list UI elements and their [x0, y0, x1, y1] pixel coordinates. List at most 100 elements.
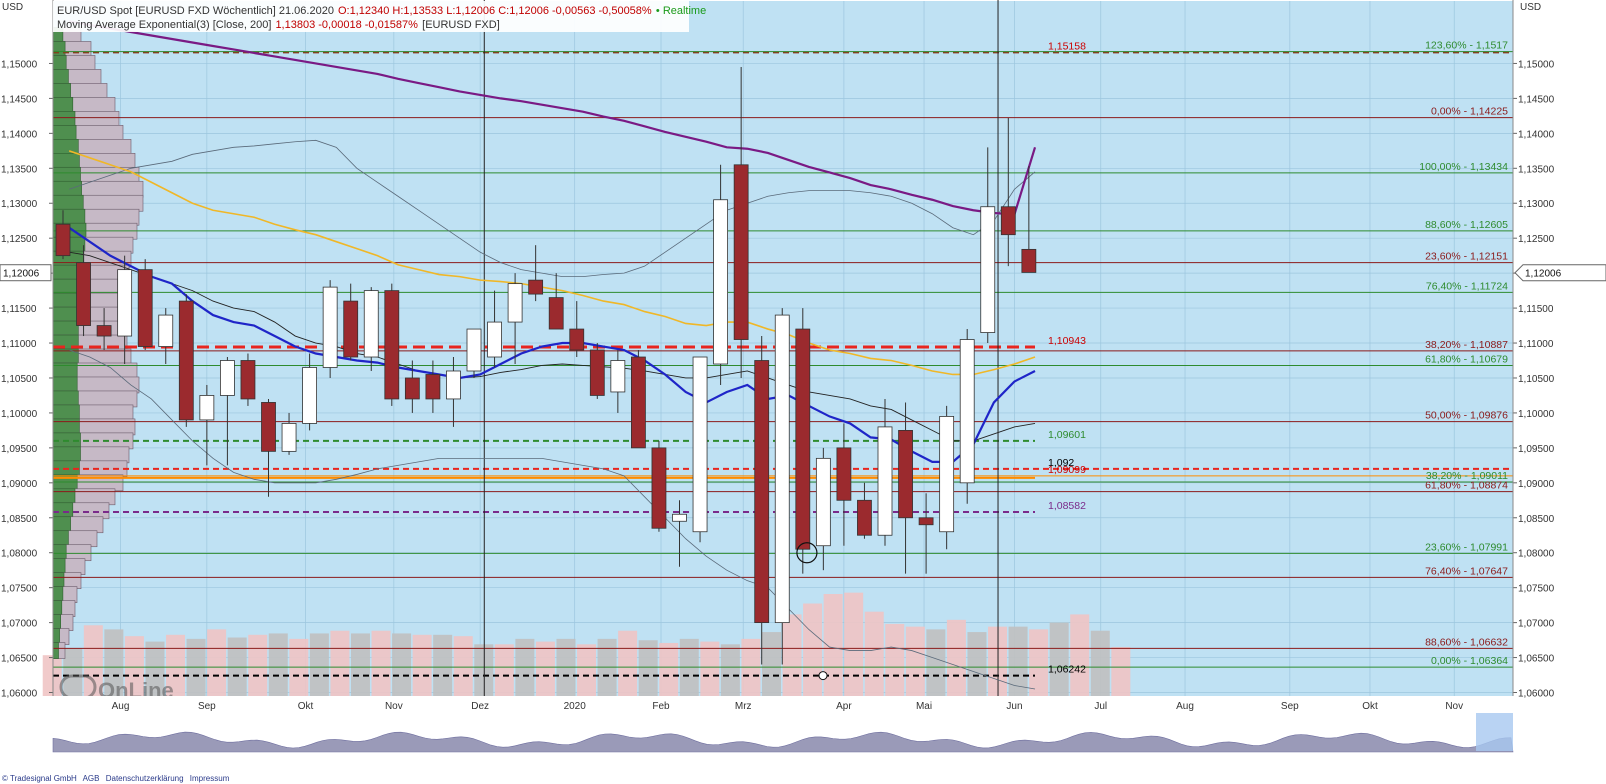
y-tick-label: 1,10000 [1, 409, 38, 420]
y-tick-label: 1,08000 [1518, 549, 1555, 560]
x-tick-label: Aug [1176, 701, 1194, 712]
x-tick-label: Feb [652, 701, 670, 712]
profile-bar-buy [52, 153, 80, 170]
candle [261, 398, 276, 497]
profile-bar-buy [52, 600, 63, 617]
candle [713, 164, 728, 385]
ema-200-line [68, 20, 1037, 216]
volume-bar [946, 619, 966, 696]
profile-bar-buy [52, 69, 69, 86]
price-tag-shape [1514, 264, 1606, 282]
candle-body [96, 325, 112, 337]
y-tick-label: 1,06500 [1518, 654, 1555, 665]
candle [404, 360, 420, 413]
current-price-tag-left: 1,12006 [0, 264, 52, 282]
volume-bar [618, 630, 638, 696]
x-tick-label: Apr [836, 701, 852, 712]
legend-realtime: • Realtime [656, 5, 706, 17]
level-label: 50,00% - 1,09876 [1425, 410, 1508, 422]
profile-bar-buy [52, 586, 64, 603]
candle-body [137, 269, 153, 347]
candle [959, 329, 975, 504]
y-tick-label: 1,10500 [1518, 374, 1555, 385]
y-tick-label: 1,14000 [1518, 129, 1555, 140]
axis-unit-right: USD [1520, 2, 1541, 13]
level-label: 1,15158 [1048, 40, 1086, 52]
x-tick-label: Jul [1094, 701, 1107, 712]
y-tick-label: 1,07500 [1, 584, 38, 595]
candle [795, 308, 811, 574]
candle [1000, 117, 1016, 267]
legend-indicator-values: 1,13803 -0,00018 -0,01587% [275, 19, 418, 31]
axis-unit-left: USD [2, 2, 23, 13]
candle [137, 259, 153, 351]
candle [898, 402, 913, 574]
volume-bar [309, 633, 329, 696]
candle [528, 245, 544, 302]
profile-bar-buy [52, 376, 78, 394]
y-tick-label: 1,14500 [1, 94, 38, 105]
volume-bar [577, 644, 597, 696]
candle [569, 301, 585, 358]
price-tag-label: 1,12006 [3, 269, 40, 280]
y-tick-label: 1,13000 [1518, 199, 1555, 210]
candle-body [774, 314, 790, 624]
candle-body [672, 513, 687, 522]
level-label: 123,60% - 1,1517 [1425, 40, 1508, 52]
candle [610, 350, 626, 413]
marker-dot [818, 671, 828, 681]
volume-bar [700, 641, 720, 696]
y-axis-left: 1,15000 1,14500 1,14000 1,13500 1,13000 1,125… [0, 0, 54, 700]
footer-link-agb[interactable]: AGB [82, 774, 100, 783]
candle-body [631, 356, 646, 449]
volume-bar [967, 632, 987, 696]
candle-body [343, 300, 359, 358]
volume-bar [905, 626, 925, 696]
volume-bar [350, 633, 370, 696]
candle-body [384, 290, 400, 400]
candle [507, 273, 523, 364]
y-tick-label: 1,11500 [1518, 304, 1554, 315]
y-tick-label: 1,07000 [1518, 619, 1555, 630]
level-label: 61,80% - 1,08874 [1425, 480, 1508, 492]
volume-bar [885, 623, 905, 696]
profile-bar-buy [52, 558, 66, 575]
candle-body [569, 328, 585, 351]
candle [96, 308, 112, 351]
profile-bar-buy [52, 208, 86, 226]
y-tick-label: 1,14000 [1, 129, 38, 140]
volume-bar [1070, 614, 1090, 696]
footer-link-privacy[interactable]: Datenschutzerklärung [105, 774, 184, 783]
footer: © Tradesignal GmbH AGB Datenschutzerklär… [0, 773, 1606, 784]
volume-bar [926, 629, 946, 696]
navigator-strip[interactable] [52, 712, 1514, 758]
level-label: 1,08582 [1048, 500, 1086, 512]
y-tick-label: 1,08000 [1, 549, 38, 560]
price-tag-shape [0, 264, 52, 282]
volume-bar [371, 630, 391, 696]
x-tick-label: Mai [916, 701, 932, 712]
level-labels: 1,15158 123,60% - 1,1517 0,00% - 1,14225 10… [1048, 40, 1508, 676]
candle-body [117, 269, 133, 337]
y-tick-label: 1,11500 [1, 304, 37, 315]
level-label: 1,06242 [1048, 664, 1086, 676]
volume-bar [659, 642, 679, 696]
profile-bar-buy [52, 83, 71, 100]
moving-averages [68, 20, 1037, 463]
legend-title: EUR/USD Spot [EURUSD FXD Wöchentlich] 21… [57, 5, 334, 17]
volume-bar [124, 636, 144, 696]
candle-body [178, 300, 194, 421]
volume-bar [392, 633, 412, 696]
candle-body [836, 447, 852, 501]
candle [918, 493, 934, 574]
navigator-window[interactable] [1476, 713, 1513, 751]
legend-indicator: Moving Average Exponential(3) [Close, 20… [57, 19, 271, 31]
candlesticks [55, 66, 1037, 665]
profile-bar-buy [52, 125, 77, 142]
footer-link-imprint[interactable]: Impressum [189, 774, 230, 783]
volume-bar [844, 592, 864, 696]
x-tick-label: Mrz [735, 701, 752, 712]
volume-bar [638, 640, 658, 696]
candle [487, 290, 502, 368]
